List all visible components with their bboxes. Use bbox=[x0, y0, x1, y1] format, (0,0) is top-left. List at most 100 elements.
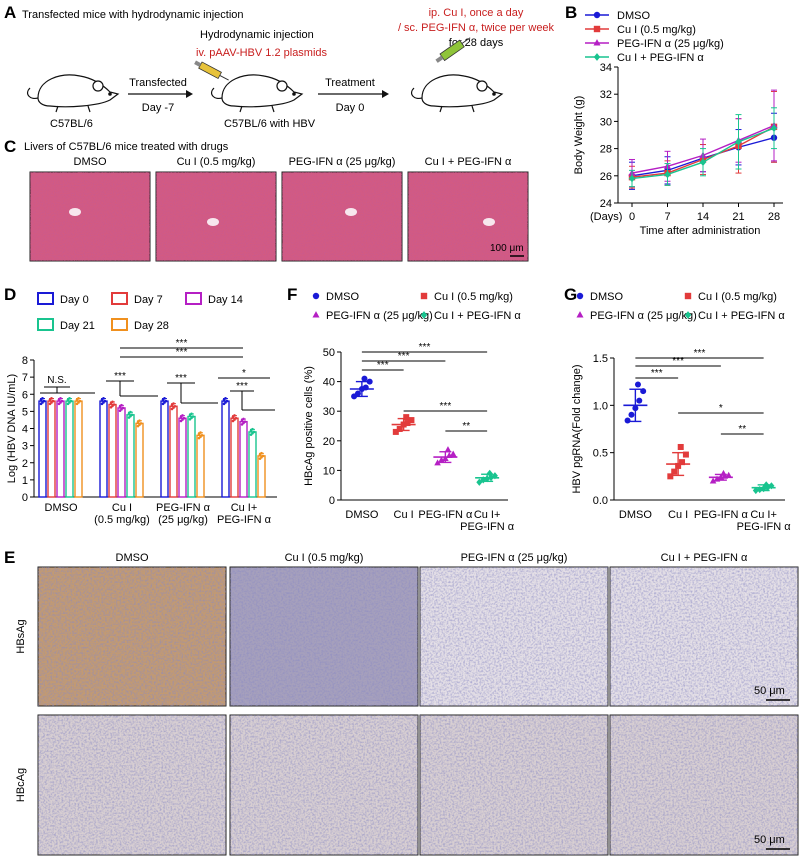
significance-label: *** bbox=[175, 373, 187, 384]
replicate-point bbox=[42, 399, 46, 403]
y-tick-label: 1.5 bbox=[593, 353, 608, 365]
y-axis-label: HBV pgRNA(Fold change) bbox=[571, 364, 583, 493]
ihc-texture bbox=[610, 567, 798, 706]
data-point bbox=[699, 158, 707, 167]
data-point bbox=[735, 137, 742, 146]
bar bbox=[178, 417, 187, 498]
legend-label: Cu I (0.5 mg/kg) bbox=[698, 291, 777, 303]
legend-label: Cu I (0.5 mg/kg) bbox=[617, 24, 696, 36]
significance-label: *** bbox=[440, 401, 452, 412]
bar bbox=[135, 422, 144, 498]
syringe-icon bbox=[194, 60, 229, 81]
panel-e: E DMSO Cu I (0.5 mg/kg) PEG-IFN α (25 μg/k… bbox=[4, 548, 799, 856]
panel-d-letter: D bbox=[4, 285, 16, 304]
chart-b: 24 26 28 30 32 34 Body Weight (g) 0 7 14 21 28 (Days… bbox=[573, 10, 783, 237]
replicate-point bbox=[225, 399, 229, 403]
legend-swatch-marker bbox=[593, 25, 601, 33]
y-tick-label: 7 bbox=[22, 372, 28, 384]
data-point bbox=[634, 381, 641, 388]
data-point bbox=[677, 443, 684, 450]
data-point bbox=[392, 428, 399, 435]
legend-label: Cu I + PEG-IFN α bbox=[698, 310, 785, 322]
y-tick-label: 30 bbox=[600, 116, 612, 128]
y-tick-label: 30 bbox=[323, 406, 335, 418]
legend-label: Day 14 bbox=[208, 294, 243, 306]
y-tick-label: 26 bbox=[600, 171, 612, 183]
hydro-label: Hydrodynamic injection bbox=[200, 29, 314, 41]
mouse-icon bbox=[210, 74, 304, 113]
y-tick-label: 32 bbox=[600, 89, 612, 101]
mouse-icon bbox=[26, 74, 120, 113]
panel-f: F 0 10 20 30 40 50 HBcAg positive cells (%) DMS… bbox=[287, 285, 521, 533]
legend-label: Day 0 bbox=[60, 294, 89, 306]
scale-bar-label: 50 μm bbox=[754, 834, 785, 846]
replicate-point bbox=[191, 415, 195, 418]
y-tick-label: 10 bbox=[323, 465, 335, 477]
x-tick-label: PEG-IFN α bbox=[418, 509, 473, 521]
data-point bbox=[486, 469, 493, 477]
legend-label: Day 28 bbox=[134, 320, 169, 332]
scale-bar-label: 50 μm bbox=[754, 685, 785, 697]
x-unit-label: (Days) bbox=[590, 211, 622, 223]
legend-swatch bbox=[111, 292, 128, 305]
x-tick-label: Cu I+ PEG-IFN α bbox=[737, 509, 792, 533]
data-point bbox=[671, 468, 678, 475]
vessel bbox=[207, 218, 219, 226]
legend-swatch-marker bbox=[593, 53, 601, 61]
ihc-texture bbox=[610, 715, 798, 855]
he-micrographs: DMSO Cu I (0.5 mg/kg) PEG-IFN α (25 μg/kg)… bbox=[29, 156, 529, 262]
y-tick-label: 0 bbox=[329, 495, 335, 507]
replicate-point bbox=[130, 413, 134, 417]
significance-label: *** bbox=[398, 351, 410, 362]
y-tick-label: 40 bbox=[323, 377, 335, 389]
replicate-point bbox=[60, 399, 64, 403]
data-point bbox=[682, 451, 689, 458]
x-tick-label: Cu I+ PEG-IFN α bbox=[217, 502, 272, 526]
significance-label: *** bbox=[377, 360, 389, 371]
legend-swatch bbox=[185, 292, 202, 305]
data-point bbox=[636, 397, 643, 404]
chart-d: 0 1 2 3 4 5 6 7 8 Log (HBV DNA IU/mL) Day 0 Day 7 Da… bbox=[6, 292, 277, 526]
replicate-point bbox=[243, 420, 247, 423]
significance-label: *** bbox=[176, 347, 188, 358]
replicate-point bbox=[112, 403, 116, 406]
ihc-texture bbox=[420, 715, 608, 855]
x-tick-label: PEG-IFN α bbox=[694, 509, 749, 521]
data-point bbox=[354, 390, 361, 397]
scale-bar-label: 100 μm bbox=[490, 243, 524, 254]
significance-label: *** bbox=[236, 381, 248, 392]
data-point bbox=[408, 417, 415, 424]
data-point bbox=[664, 170, 671, 179]
plasmid-label: iv. pAAV-HBV 1.2 plasmids bbox=[196, 47, 328, 59]
micrograph-label: DMSO bbox=[116, 552, 149, 564]
data-point bbox=[667, 473, 674, 480]
mouse-icon bbox=[410, 74, 504, 113]
replicate-point bbox=[173, 404, 177, 408]
arrow-1-bottom: Day -7 bbox=[142, 102, 174, 114]
legend-label: Cu I + PEG-IFN α bbox=[434, 310, 521, 322]
legend-label: PEG-IFN α (25 μg/kg) bbox=[617, 38, 724, 50]
y-tick-label: 0.5 bbox=[593, 448, 608, 460]
bar bbox=[126, 414, 135, 498]
legend-marker bbox=[420, 292, 428, 300]
panel-f-letter: F bbox=[287, 285, 297, 304]
replicate-point bbox=[121, 406, 125, 410]
data-point bbox=[725, 471, 732, 478]
significance-label: *** bbox=[651, 368, 663, 379]
y-axis-label: HBcAg positive cells (%) bbox=[303, 366, 315, 486]
data-point bbox=[366, 378, 373, 385]
vessel bbox=[483, 218, 495, 226]
micrograph-label: Cu I + PEG-IFN α bbox=[425, 156, 512, 168]
significance-label: ** bbox=[462, 421, 470, 432]
significance-label: * bbox=[719, 403, 723, 414]
he-texture bbox=[408, 172, 528, 261]
legend-label: Cu I + PEG-IFN α bbox=[617, 52, 704, 64]
replicate-point bbox=[69, 399, 73, 403]
y-tick-label: 5 bbox=[22, 406, 28, 418]
data-point bbox=[752, 486, 759, 495]
significance-label: *** bbox=[176, 338, 188, 349]
significance-label: *** bbox=[419, 342, 431, 353]
micrograph-label: Cu I (0.5 mg/kg) bbox=[285, 552, 364, 564]
y-tick-label: 2 bbox=[22, 458, 28, 470]
